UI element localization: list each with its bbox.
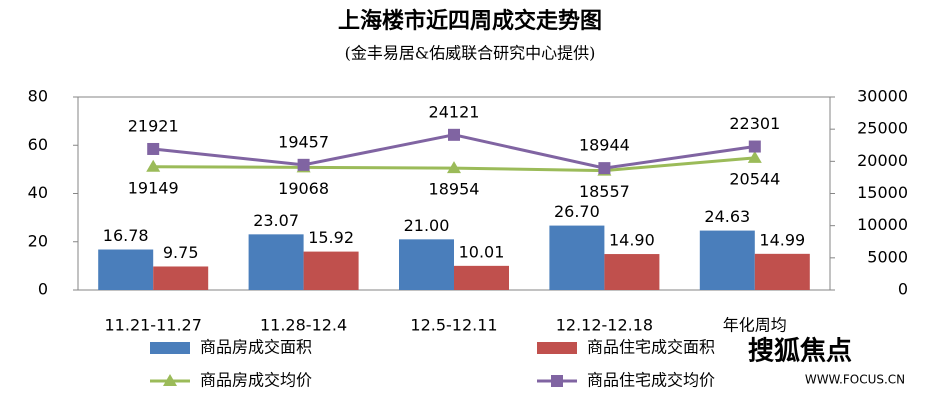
bar — [454, 265, 509, 290]
y2-tick-label: 10000 — [857, 215, 908, 234]
bar — [604, 254, 660, 290]
y2-tick-label: 5000 — [867, 247, 908, 266]
x-tick-label: 12.5-12.11 — [410, 316, 497, 335]
marker — [598, 162, 611, 175]
y-tick-label: 40 — [28, 183, 48, 202]
bar — [248, 234, 304, 290]
value-label: 24121 — [429, 102, 480, 121]
y-tick-label: 80 — [28, 87, 48, 106]
value-label: 19149 — [128, 178, 179, 197]
value-label: 9.75 — [163, 243, 199, 262]
value-label: 14.90 — [609, 231, 655, 250]
legend-label: 商品住宅成交面积 — [587, 338, 715, 357]
value-label: 24.63 — [704, 207, 750, 226]
value-label: 19457 — [278, 132, 329, 151]
value-label: 21921 — [128, 116, 179, 135]
bar — [303, 251, 359, 290]
chart-subtitle: (金丰易居&佑威联合研究中心提供) — [345, 44, 596, 63]
y2-tick-label: 0 — [898, 280, 908, 299]
bar — [153, 266, 209, 290]
x-tick-label: 11.28-12.4 — [260, 316, 347, 335]
marker — [448, 128, 460, 141]
legend-swatch — [537, 342, 577, 354]
value-label: 16.78 — [103, 226, 149, 245]
x-tick-label: 11.21-11.27 — [105, 316, 202, 335]
value-label: 23.07 — [253, 211, 299, 230]
y-tick-label: 20 — [28, 231, 48, 250]
legend-marker — [163, 374, 177, 386]
value-label: 19068 — [278, 179, 329, 198]
value-label: 14.99 — [759, 230, 805, 249]
y-tick-label: 60 — [28, 135, 48, 154]
legend-swatch — [150, 342, 190, 354]
bar — [754, 253, 810, 290]
y2-tick-label: 20000 — [857, 151, 908, 170]
marker — [447, 161, 461, 174]
bar — [98, 249, 154, 290]
bar — [699, 230, 755, 290]
marker — [146, 159, 161, 172]
legend-label: 商品住宅成交均价 — [587, 371, 715, 390]
watermark-brand: 搜狐焦点 — [748, 336, 852, 367]
legend-label: 商品房成交均价 — [200, 371, 312, 390]
bar — [399, 239, 454, 290]
y2-tick-label: 30000 — [857, 87, 908, 106]
value-label: 18557 — [579, 182, 630, 201]
x-tick-label: 12.12-12.18 — [556, 316, 653, 335]
marker — [147, 142, 160, 155]
value-label: 10.01 — [459, 242, 505, 261]
value-label: 20544 — [729, 169, 780, 188]
marker — [748, 140, 761, 153]
y2-tick-label: 25000 — [857, 119, 908, 138]
value-label: 18954 — [429, 180, 480, 199]
value-label: 18944 — [579, 136, 630, 155]
marker — [297, 158, 310, 171]
chart-title: 上海楼市近四周成交走势图 — [338, 8, 602, 34]
watermark-url: WWW.FOCUS.CN — [805, 373, 905, 387]
value-label: 15.92 — [308, 228, 354, 247]
legend-marker — [551, 375, 563, 387]
bar — [549, 225, 605, 290]
value-label: 22301 — [729, 114, 780, 133]
value-label: 26.70 — [554, 202, 600, 221]
marker — [747, 150, 762, 163]
x-tick-label: 年化周均 — [723, 316, 787, 335]
value-label: 21.00 — [404, 216, 450, 235]
y2-tick-label: 15000 — [857, 183, 908, 202]
legend-label: 商品房成交面积 — [200, 338, 312, 357]
y-tick-label: 0 — [38, 280, 48, 299]
